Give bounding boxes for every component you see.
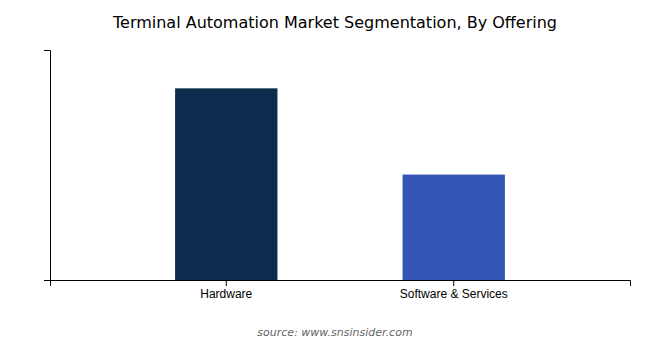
bar xyxy=(403,175,505,280)
annotation: source: www.snsinsider.com xyxy=(257,326,412,339)
x-tick: Software & Services xyxy=(400,280,508,301)
x-axis-line xyxy=(51,281,631,287)
bars xyxy=(175,88,505,280)
chart: Hardware Software & Services Terminal Auto… xyxy=(0,0,670,350)
x-tick-label: Software & Services xyxy=(400,287,508,301)
x-tick-mark xyxy=(226,280,227,286)
y-axis xyxy=(44,51,51,281)
title: Terminal Automation Market Segmentation,… xyxy=(112,13,557,32)
x-tick-label: Hardware xyxy=(200,287,252,301)
x-tick: Hardware xyxy=(200,280,252,301)
x-tick-mark xyxy=(453,280,454,286)
bar xyxy=(175,88,277,280)
x-axis: Hardware Software & Services xyxy=(51,280,631,301)
y-axis-line xyxy=(44,51,51,281)
plot: Hardware Software & Services xyxy=(44,51,631,301)
